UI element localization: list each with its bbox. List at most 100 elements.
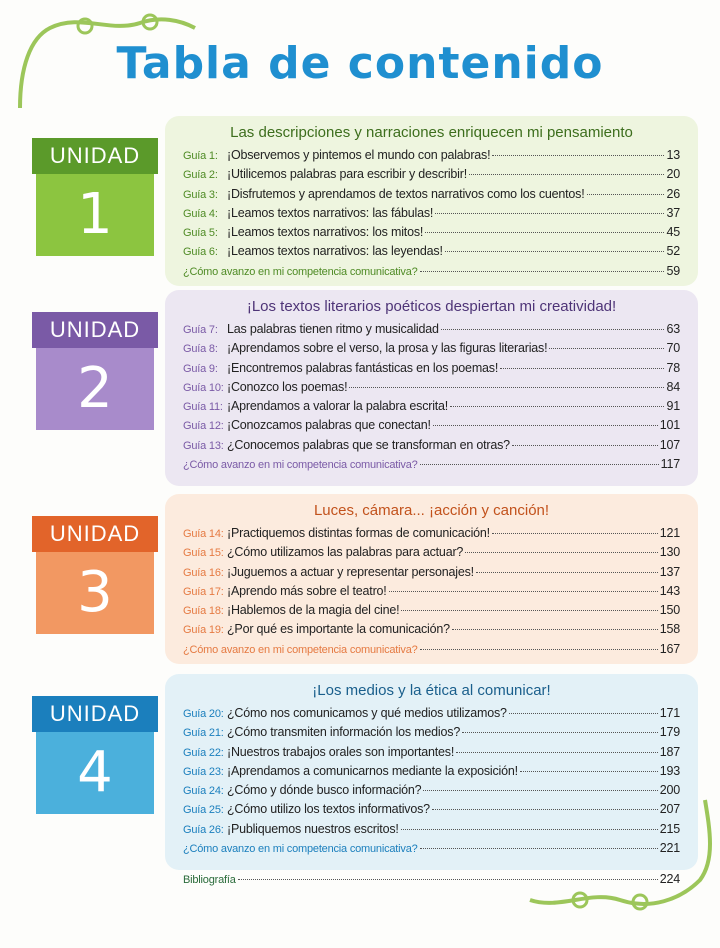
guide-label: Guía 10: [183, 381, 224, 394]
entry-title: ¡Utilicemos palabras para escribir y des… [227, 167, 467, 182]
dot-leader [465, 552, 658, 554]
entry-title: ¡Conozco los poemas! [227, 379, 348, 394]
guide-label: Guía 7: [183, 324, 218, 336]
guide-label: Guía 3: [183, 188, 218, 201]
dot-leader [440, 329, 665, 330]
unit-panel [165, 674, 698, 870]
dot-leader [388, 590, 658, 592]
page-number: 59 [666, 263, 680, 278]
bibliography-title: Bibliografía [183, 874, 236, 886]
guide-label: Guía 12: [183, 420, 224, 433]
toc-entry: Guía 25: ¿Cómo utilizo los textos informa… [183, 802, 680, 821]
dot-leader [451, 629, 658, 631]
toc-entry: Guía 5: ¡Leamos textos narrativos: los mi… [183, 225, 680, 244]
unit-panel [165, 290, 698, 486]
entry-title: ¡Aprendamos sobre el verso, la prosa y l… [227, 341, 548, 356]
guide-label: Guía 17: [183, 585, 224, 598]
dot-leader [432, 425, 658, 427]
page-number: 121 [659, 526, 680, 540]
page-number: 130 [659, 545, 680, 560]
page-number: 143 [659, 583, 680, 598]
entry-title: ¿Cómo avanzo en mi competencia comunicat… [183, 843, 418, 856]
entries: Guía 7: Las palabras tienen ritmo y music… [183, 322, 680, 476]
dot-leader [400, 828, 658, 830]
guide-label: Guía 2: [183, 169, 218, 182]
page-number: 52 [666, 244, 680, 259]
page-number: 179 [659, 725, 680, 740]
unit: UNIDAD 4 ¡Los medios y la ética al comunic… [0, 674, 720, 870]
toc-entry: Guía 7: Las palabras tienen ritmo y music… [183, 322, 680, 341]
dot-leader [419, 270, 665, 272]
page-number: 200 [659, 783, 680, 798]
corner-ornament [529, 799, 712, 911]
entry-title: ¿Por qué es importante la comunicación? [227, 622, 450, 637]
entry-title: ¡Leamos textos narrativos: los mitos! [227, 225, 424, 240]
page-number: 101 [659, 418, 680, 433]
unit-panel [165, 116, 698, 286]
dot-leader [511, 444, 658, 446]
entry-title: ¿Cómo utilizamos las palabras para actua… [227, 545, 464, 560]
unit-badge: UNIDAD 3 [32, 516, 158, 634]
guide-label: Guía 24: [183, 785, 224, 798]
dot-leader [444, 251, 665, 253]
unit-number: 4 [36, 732, 154, 814]
unit-heading: ¡Los medios y la ética al comunicar! [312, 682, 551, 699]
page-number: 167 [659, 641, 680, 656]
unit-label: UNIDAD [32, 312, 158, 348]
page-number: 20 [666, 167, 680, 182]
closing-entry: ¿Cómo avanzo en mi competencia comunicat… [183, 642, 680, 661]
toc-entry: Guía 22: ¡Nuestros trabajos orales son im… [183, 745, 680, 764]
unit-heading: Luces, cámara... ¡acción y canción! [313, 502, 550, 519]
dot-leader [492, 155, 665, 156]
guide-label: Guía 22: [183, 746, 224, 759]
guide-label: Guía 11: [183, 401, 223, 414]
dot-leader [450, 406, 665, 408]
guide-label: Guía 23: [183, 765, 224, 778]
toc-entry: Guía 26: ¡Publiquemos nuestros escritos! 2… [183, 822, 680, 841]
closing-entry: ¿Cómo avanzo en mi competencia comunicat… [183, 457, 680, 476]
dot-leader [419, 464, 659, 466]
entry-title: ¿Cómo y dónde busco información? [227, 783, 422, 798]
entries: Guía 20: ¿Cómo nos comunicamos y qué medi… [183, 706, 680, 860]
page-number: 150 [659, 603, 680, 618]
page-number: 224 [659, 872, 680, 886]
entry-title: Las palabras tienen ritmo y musicalidad [227, 322, 439, 336]
toc-entry: Guía 3: ¡Disfrutemos y aprendamos de text… [183, 187, 680, 206]
page-number: 171 [659, 706, 680, 720]
unit-badge: UNIDAD 2 [32, 312, 158, 430]
toc-entry: Guía 17: ¡Aprendo más sobre el teatro! 143 [183, 584, 680, 603]
unit: UNIDAD 3 Luces, cámara... ¡acción y canció… [0, 494, 720, 664]
entry-title: ¡Publiquemos nuestros escritos! [227, 821, 399, 836]
bibliography: Bibliografía 224 [183, 872, 680, 891]
guide-label: Guía 21: [183, 727, 224, 740]
dot-leader [475, 571, 658, 573]
page-number: 137 [659, 564, 680, 579]
unit: UNIDAD 1 Las descripciones y narraciones e… [0, 116, 720, 286]
entry-title: ¡Hablemos de la magia del cine! [227, 603, 400, 618]
page-number: 13 [666, 148, 680, 162]
entry-title: ¡Aprendo más sobre el teatro! [227, 583, 387, 598]
entry-title: ¡Leamos textos narrativos: las leyendas! [227, 244, 443, 259]
entry-title: ¿Cómo avanzo en mi competencia comunicat… [183, 265, 418, 278]
page-number: 193 [659, 763, 680, 778]
dot-leader [419, 848, 658, 850]
corner-ornament [18, 13, 196, 109]
dot-leader [401, 610, 658, 612]
entry-title: ¿Conocemos palabras que se transforman e… [227, 437, 510, 452]
entry-title: ¡Observemos y pintemos el mundo con pala… [227, 148, 491, 162]
unit-number: 1 [36, 174, 154, 256]
entry-title: ¡Encontremos palabras fantásticas en los… [227, 360, 499, 375]
dot-leader [456, 751, 658, 753]
unit-badge: UNIDAD 4 [32, 696, 158, 814]
page-number: 187 [659, 744, 680, 759]
page-number: 158 [659, 622, 680, 637]
guide-label: Guía 5: [183, 227, 218, 240]
guide-label: Guía 14: [183, 528, 224, 540]
dot-leader [423, 790, 658, 792]
dot-leader [519, 770, 658, 772]
page-number: 70 [666, 341, 680, 356]
guide-label: Guía 16: [183, 566, 224, 579]
dot-leader [586, 193, 665, 195]
toc-entry: Guía 10: ¡Conozco los poemas! 84 [183, 380, 680, 399]
